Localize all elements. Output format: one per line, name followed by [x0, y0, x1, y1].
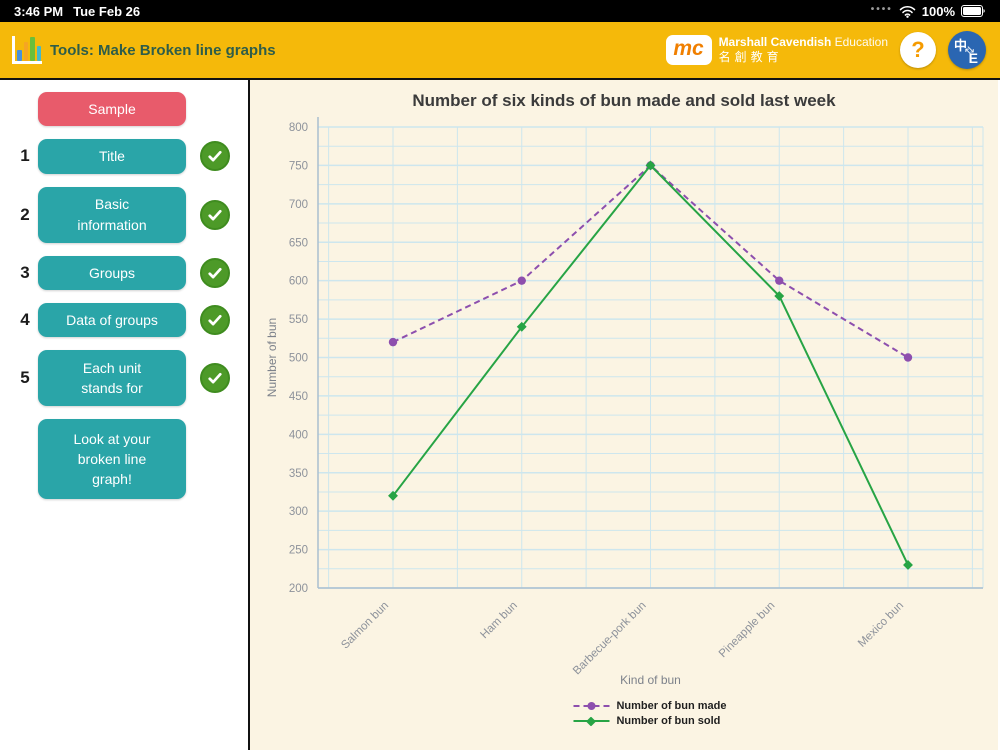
- sold-line-swatch: [573, 716, 610, 726]
- svg-text:700: 700: [289, 199, 308, 211]
- check-icon: [200, 141, 230, 172]
- check-icon: [200, 305, 230, 336]
- brand: mc Marshall Cavendish Education 名創教育: [665, 35, 888, 65]
- svg-text:Pineapple bun: Pineapple bun: [717, 600, 777, 660]
- svg-text:Number of bun: Number of bun: [265, 318, 279, 397]
- step-row-title: 1 Title: [12, 139, 248, 174]
- step-row-groups: 3 Groups: [12, 255, 248, 290]
- title-button[interactable]: Title: [38, 139, 186, 174]
- check-icon: [200, 363, 230, 394]
- broken-line-chart: 200 250 300 350 400 450 500 550 600 650 700 750 800 S…: [265, 91, 984, 687]
- step-row-data-of-groups: 4 Data of groups: [12, 302, 248, 338]
- battery-percent-label: 100%: [921, 3, 955, 19]
- svg-text:450: 450: [289, 391, 308, 403]
- bar-chart-icon: [12, 36, 42, 64]
- language-toggle-button[interactable]: 中 ⇄ E: [948, 31, 986, 69]
- brand-logo: mc: [665, 35, 712, 65]
- svg-text:Kind of bun: Kind of bun: [620, 673, 681, 687]
- help-question-icon: ?: [911, 37, 925, 62]
- svg-text:350: 350: [289, 468, 308, 480]
- page-title: Tools: Make Broken line graphs: [50, 41, 276, 59]
- svg-text:550: 550: [289, 314, 308, 326]
- check-icon: [200, 199, 230, 230]
- help-button[interactable]: ?: [900, 32, 936, 68]
- svg-text:Salmon bun: Salmon bun: [339, 600, 391, 652]
- clock-label: 3:46 PM: [14, 3, 64, 19]
- basic-information-button[interactable]: Basic information: [38, 186, 186, 243]
- look-at-graph-button[interactable]: Look at your broken line graph!: [38, 419, 186, 500]
- svg-text:600: 600: [289, 276, 308, 288]
- date-label: Tue Feb 26: [73, 3, 141, 19]
- svg-text:650: 650: [289, 237, 308, 249]
- brand-chinese: 名創教育: [718, 50, 783, 64]
- svg-text:250: 250: [289, 545, 308, 557]
- sample-row: Sample: [12, 92, 248, 127]
- svg-text:Mexico bun: Mexico bun: [856, 600, 906, 650]
- legend-label-made: Number of bun made: [616, 700, 727, 712]
- step-number: 3: [20, 262, 30, 282]
- groups-button[interactable]: Groups: [38, 255, 186, 290]
- cellular-signal-icon: ••••: [870, 4, 893, 15]
- legend-item-sold: Number of bun sold: [573, 715, 726, 727]
- brand-name: Marshall Cavendish Education: [718, 35, 888, 49]
- brand-division: Education: [834, 35, 888, 49]
- svg-text:800: 800: [289, 122, 308, 134]
- step-number: 5: [20, 368, 30, 388]
- lang-en-label: E: [968, 50, 978, 66]
- svg-text:Number of six kinds of bun mad: Number of six kinds of bun made and sold…: [412, 91, 836, 110]
- svg-text:750: 750: [289, 160, 308, 172]
- step-row-each-unit: 5 Each unit stands for: [12, 350, 248, 407]
- svg-text:500: 500: [289, 353, 308, 365]
- svg-text:Ham bun: Ham bun: [478, 600, 519, 641]
- step-number: 2: [20, 204, 30, 224]
- final-row: Look at your broken line graph!: [12, 419, 248, 500]
- wifi-icon: [899, 5, 916, 18]
- step-number: 4: [20, 310, 30, 330]
- svg-text:Barbecue-pork bun: Barbecue-pork bun: [571, 600, 649, 678]
- lang-zh-label: 中: [954, 38, 968, 53]
- step-number: 1: [20, 146, 30, 166]
- status-bar: 3:46 PM Tue Feb 26 •••• 100%: [0, 0, 1000, 22]
- sample-button[interactable]: Sample: [38, 92, 186, 127]
- each-unit-stands-for-button[interactable]: Each unit stands for: [38, 350, 186, 407]
- sidebar: Sample 1 Title 2 Basic information 3 Gro…: [0, 80, 250, 750]
- made-line-swatch: [573, 701, 610, 711]
- data-of-groups-button[interactable]: Data of groups: [38, 302, 186, 338]
- svg-text:200: 200: [289, 583, 308, 595]
- svg-text:300: 300: [289, 506, 308, 518]
- check-icon: [200, 257, 230, 288]
- chart-panel: 200 250 300 350 400 450 500 550 600 650 700 750 800 S…: [250, 80, 998, 750]
- app-header: Tools: Make Broken line graphs mc Marsha…: [0, 22, 1000, 78]
- legend-label-sold: Number of bun sold: [616, 715, 721, 727]
- svg-text:400: 400: [289, 429, 308, 441]
- chart-legend: Number of bun made Number of bun sold: [573, 700, 727, 727]
- battery-icon: [961, 5, 985, 17]
- step-row-basic-information: 2 Basic information: [12, 186, 248, 243]
- legend-item-made: Number of bun made: [573, 700, 727, 712]
